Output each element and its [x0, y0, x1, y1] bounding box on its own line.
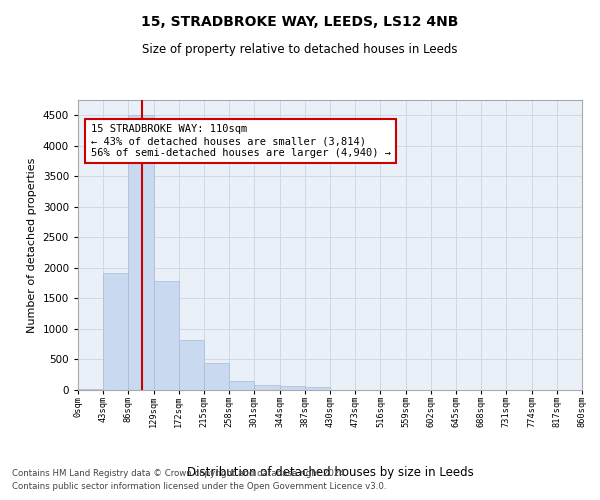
Bar — [204, 363, 229, 390]
X-axis label: Distribution of detached houses by size in Leeds: Distribution of detached houses by size … — [187, 466, 473, 479]
Bar — [254, 384, 280, 390]
Bar — [305, 386, 330, 390]
Bar — [179, 340, 204, 390]
Bar — [229, 380, 254, 390]
Y-axis label: Number of detached properties: Number of detached properties — [27, 158, 37, 332]
Text: Size of property relative to detached houses in Leeds: Size of property relative to detached ho… — [142, 42, 458, 56]
Text: Contains public sector information licensed under the Open Government Licence v3: Contains public sector information licen… — [12, 482, 386, 491]
Bar — [128, 116, 154, 390]
Text: 15 STRADBROKE WAY: 110sqm
← 43% of detached houses are smaller (3,814)
56% of se: 15 STRADBROKE WAY: 110sqm ← 43% of detac… — [91, 124, 391, 158]
Text: 15, STRADBROKE WAY, LEEDS, LS12 4NB: 15, STRADBROKE WAY, LEEDS, LS12 4NB — [142, 15, 458, 29]
Bar — [154, 282, 179, 390]
Bar — [280, 386, 305, 390]
Text: Contains HM Land Registry data © Crown copyright and database right 2024.: Contains HM Land Registry data © Crown c… — [12, 468, 347, 477]
Bar — [103, 274, 128, 390]
